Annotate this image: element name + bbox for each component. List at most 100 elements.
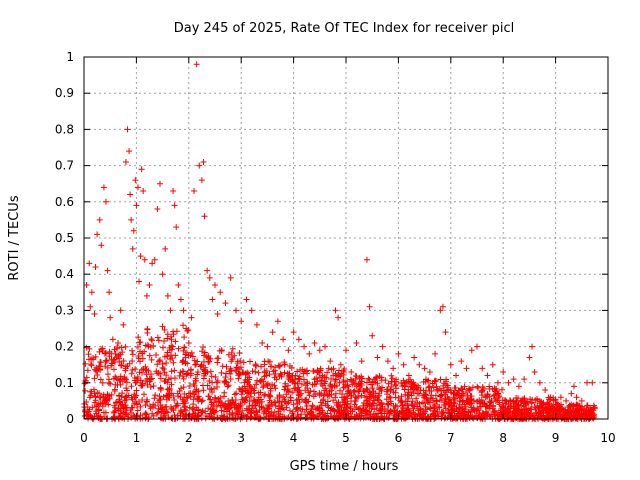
data-point-cloud: [487, 399, 494, 406]
data-point-cloud: [161, 337, 168, 344]
data-point-cloud: [186, 411, 193, 418]
data-point-cloud: [134, 407, 141, 414]
data-point-cloud: [205, 393, 212, 400]
data-point-cloud: [227, 370, 234, 377]
data-point-cloud: [366, 389, 373, 396]
data-point-cloud: [268, 363, 275, 370]
data-point-cloud: [149, 404, 156, 411]
data-point-cloud: [225, 401, 232, 408]
data-point-cloud: [255, 369, 262, 376]
x-tick-label: 3: [237, 431, 245, 445]
data-point-cloud: [407, 376, 414, 383]
data-point-cloud: [148, 337, 155, 344]
data-point: [164, 292, 171, 299]
data-point-cloud: [515, 401, 522, 408]
data-point-cloud: [306, 392, 313, 399]
data-point-cloud: [553, 414, 560, 421]
data-point-cloud: [153, 352, 160, 359]
x-tick-label: 10: [600, 431, 615, 445]
data-point-cloud: [422, 403, 429, 410]
data-point-cloud: [123, 393, 130, 400]
data-point-cloud: [130, 412, 137, 419]
data-point-cloud: [381, 410, 388, 417]
data-point-cloud: [433, 377, 440, 384]
data-point-cloud: [458, 385, 465, 392]
data-point: [547, 394, 554, 401]
data-point-cloud: [114, 381, 121, 388]
data-point-cloud: [462, 411, 469, 418]
data-point-cloud: [366, 389, 373, 396]
data-point-cloud: [373, 405, 380, 412]
data-point-cloud: [190, 396, 197, 403]
data-point: [127, 191, 134, 198]
data-point-cloud: [460, 397, 467, 404]
data-point-cloud: [442, 405, 449, 412]
data-point: [243, 296, 250, 303]
data-point-cloud: [174, 415, 181, 422]
data-point-cloud: [368, 405, 375, 412]
data-point-cloud: [161, 369, 168, 376]
data-point-cloud: [191, 382, 198, 389]
data-point: [264, 343, 271, 350]
data-point-cloud: [223, 403, 230, 410]
data-point-cloud: [319, 382, 326, 389]
data-point-cloud: [438, 391, 445, 398]
data-point-cloud: [180, 375, 187, 382]
data-point-cloud: [167, 356, 174, 363]
data-point-cloud: [180, 358, 187, 365]
data-point-cloud: [239, 414, 246, 421]
data-point-cloud: [332, 394, 339, 401]
data-point-cloud: [136, 348, 143, 355]
data-point-cloud: [200, 358, 207, 365]
data-point-cloud: [544, 409, 551, 416]
data-point-cloud: [104, 396, 111, 403]
data-point-cloud: [198, 415, 205, 422]
data-point-cloud: [392, 382, 399, 389]
data-point-cloud: [506, 397, 513, 404]
data-point-cloud: [180, 347, 187, 354]
data-point: [369, 332, 376, 339]
y-tick-label: 0.3: [55, 303, 74, 317]
data-point-cloud: [199, 409, 206, 416]
data-point-cloud: [189, 353, 196, 360]
data-point-cloud: [399, 402, 406, 409]
data-point-cloud: [181, 334, 188, 341]
data-point-cloud: [584, 402, 591, 409]
data-point-cloud: [180, 322, 187, 329]
data-point-cloud: [224, 383, 231, 390]
data-point-cloud: [297, 391, 304, 398]
data-point: [489, 361, 496, 368]
data-point-cloud: [358, 409, 365, 416]
data-point-cloud: [296, 373, 303, 380]
data-point-cloud: [494, 397, 501, 404]
data-point-cloud: [146, 403, 153, 410]
data-point-cloud: [84, 413, 91, 420]
data-point-cloud: [325, 365, 332, 372]
data-point-cloud: [132, 379, 139, 386]
data-point-cloud: [435, 403, 442, 410]
data-point-cloud: [576, 410, 583, 417]
y-tick-label: 1: [66, 50, 74, 64]
data-point-cloud: [276, 363, 283, 370]
data-point-cloud: [289, 389, 296, 396]
data-point-cloud: [336, 410, 343, 417]
data-point-cloud: [229, 345, 236, 352]
data-point-cloud: [443, 376, 450, 383]
data-point-cloud: [367, 415, 374, 422]
data-point: [159, 271, 166, 278]
data-point-cloud: [318, 377, 325, 384]
data-point-cloud: [386, 394, 393, 401]
data-point: [479, 365, 486, 372]
data-point: [173, 224, 180, 231]
data-point: [442, 329, 449, 336]
data-point-cloud: [385, 407, 392, 414]
data-point-cloud: [304, 379, 311, 386]
data-point-cloud: [171, 367, 178, 374]
data-point-cloud: [523, 406, 530, 413]
data-point-cloud: [390, 412, 397, 419]
data-point-cloud: [517, 410, 524, 417]
data-point: [191, 187, 198, 194]
data-point-cloud: [324, 369, 331, 376]
data-point-cloud: [106, 392, 113, 399]
data-point: [521, 376, 528, 383]
